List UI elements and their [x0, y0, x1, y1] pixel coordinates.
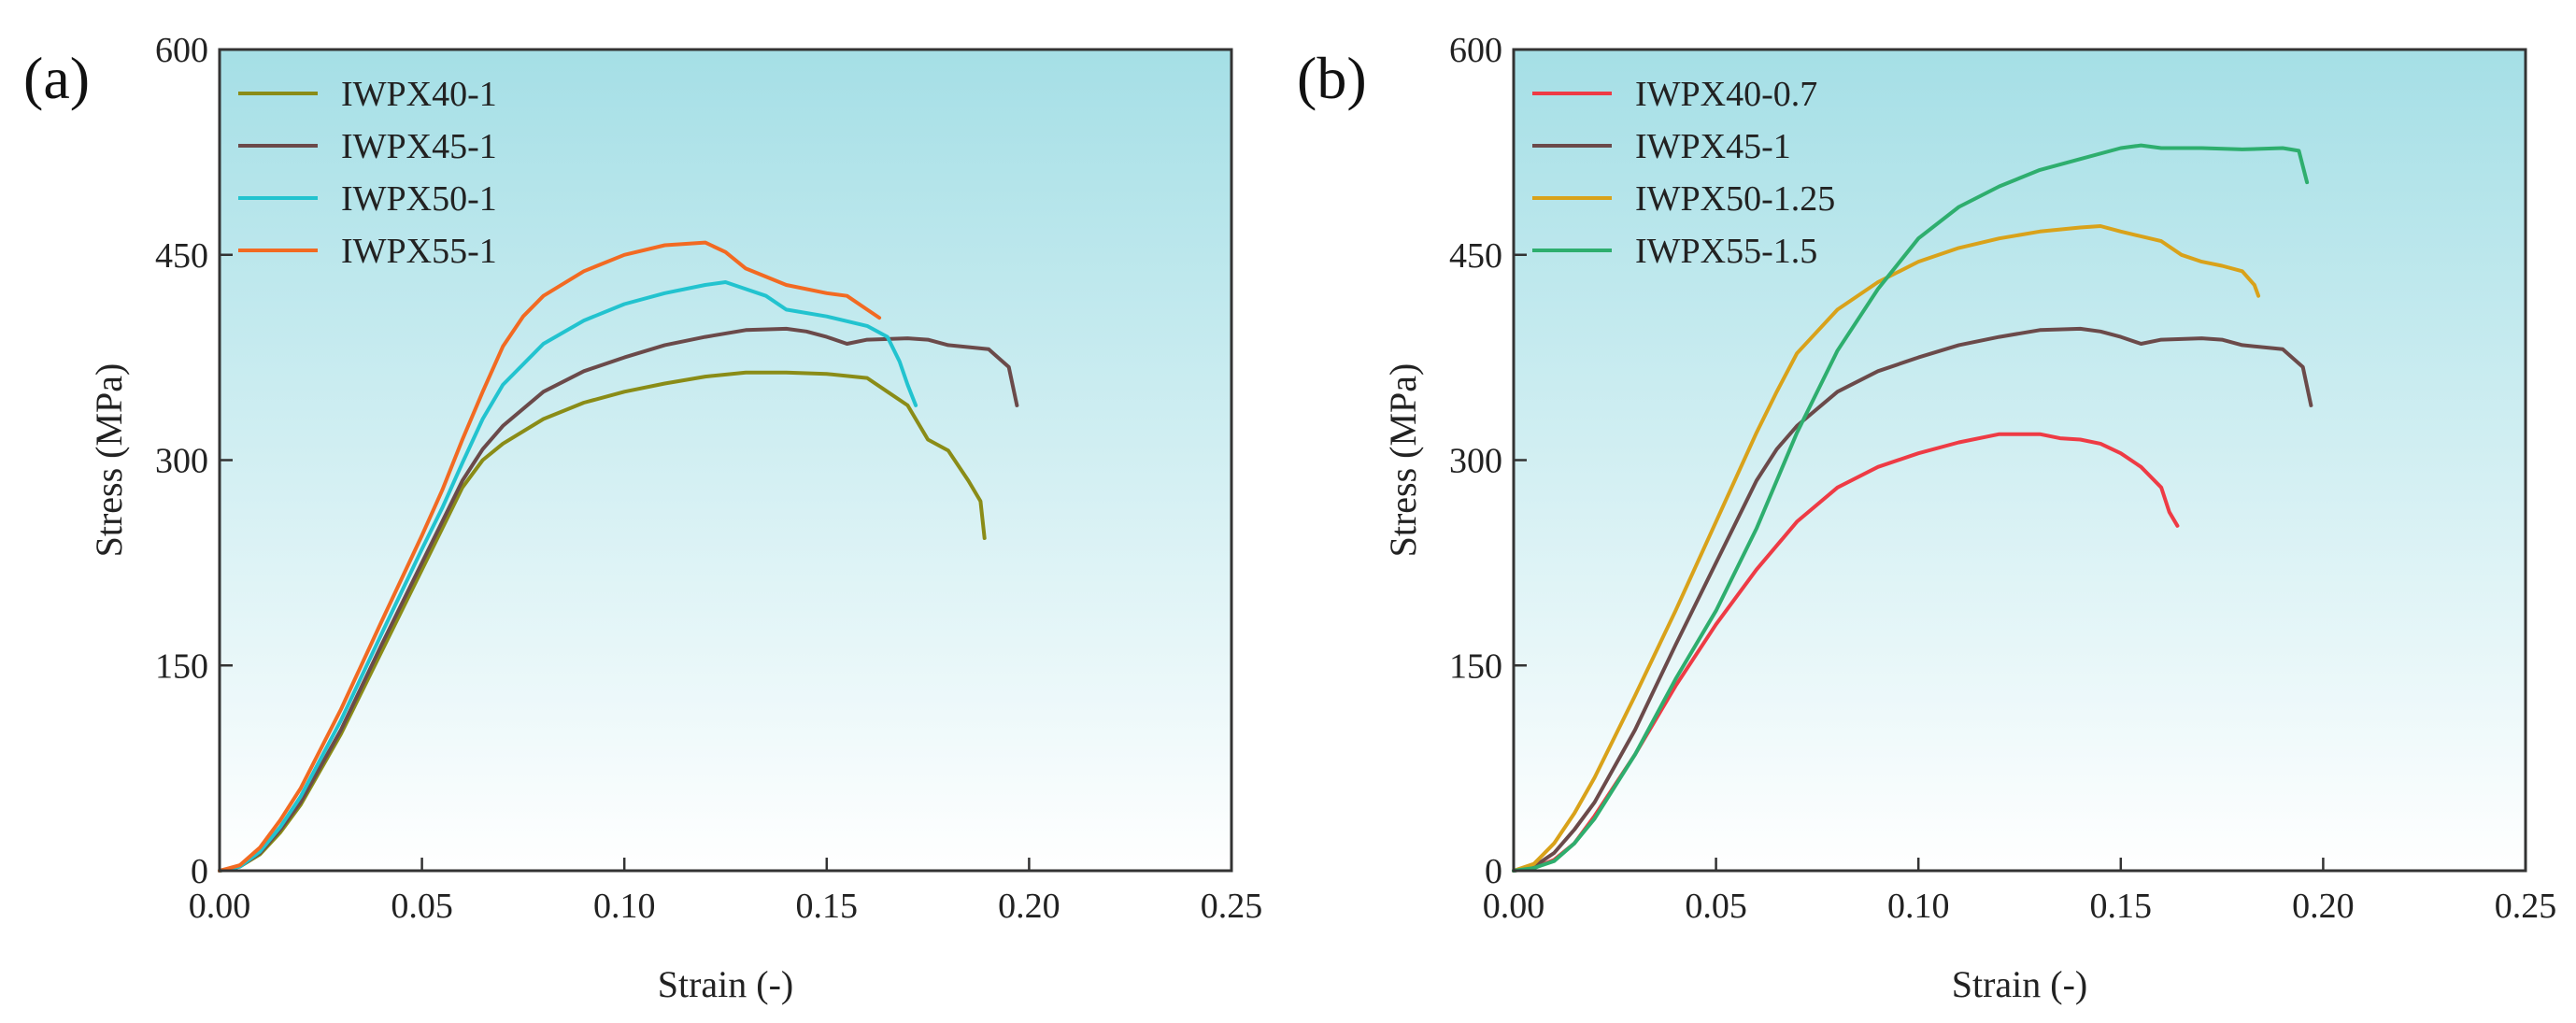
x-axis-title: Strain (-) [658, 963, 794, 1005]
y-tick-label: 600 [1449, 31, 1502, 70]
x-tick-label: 0.25 [2495, 887, 2557, 926]
x-tick-label: 0.00 [189, 887, 251, 926]
series-line-IWPX45-1 [218, 326, 1019, 873]
chart-panel-0: (a) 0 150 300 450 600 0.00 0.05 0.10 0.15 0.20 0.25… [23, 31, 1262, 1005]
chart-panel-1: (b) 0 150 300 450 600 0.00 0.05 0.10 0.15 0.20 0.25… [1297, 31, 2556, 1005]
x-tick-label: 0.05 [391, 887, 453, 926]
x-axis-title: Strain (-) [1952, 963, 2088, 1005]
plot-area [1514, 50, 2526, 871]
plot-frame [1512, 48, 2527, 873]
y-axis-title: Stress (MPa) [1382, 363, 1424, 558]
series-line-IWPX55-1 [218, 240, 882, 873]
x-tick-label: 0.25 [1201, 887, 1263, 926]
series-line-IWPX50-1.25 [1512, 224, 2261, 873]
x-tick-label: 0.05 [1685, 887, 1747, 926]
series-line-IWPX55-1.5 [1512, 143, 2310, 873]
y-tick-label: 150 [155, 646, 208, 686]
plot-area [220, 50, 1231, 871]
legend: IWPX40-1 IWPX45-1 IWPX50-1 IWPX55-1 [238, 75, 497, 271]
x-tick-label: 0.00 [1483, 887, 1545, 926]
x-tick-label: 0.15 [2090, 887, 2153, 926]
legend-label: IWPX55-1 [341, 232, 497, 271]
y-tick-label: 0 [191, 852, 208, 891]
x-tick-label: 0.15 [796, 887, 859, 926]
legend-label: IWPX40-1 [341, 75, 497, 114]
y-tick-label: 600 [155, 31, 208, 70]
plot-frame [218, 48, 1233, 873]
y-tick-label: 150 [1449, 646, 1502, 686]
x-tick-label: 0.20 [998, 887, 1060, 926]
legend-label: IWPX45-1 [1635, 127, 1791, 166]
y-tick-label: 450 [155, 236, 208, 276]
panel-label: (b) [1297, 45, 1367, 111]
legend-label: IWPX50-1 [341, 179, 497, 219]
y-tick-label: 300 [1449, 442, 1502, 481]
x-tick-label: 0.20 [2292, 887, 2355, 926]
legend-label: IWPX45-1 [341, 127, 497, 166]
series-line-IWPX45-1 [1512, 326, 2313, 873]
legend-label: IWPX40-0.7 [1635, 75, 1817, 114]
legend: IWPX40-0.7 IWPX45-1 IWPX50-1.25 IWPX55-1.5 [1532, 75, 1835, 271]
legend-label: IWPX55-1.5 [1635, 232, 1817, 271]
legend-label: IWPX50-1.25 [1635, 179, 1835, 219]
x-tick-label: 0.10 [593, 887, 656, 926]
y-axis-title: Stress (MPa) [88, 363, 130, 558]
panel-label: (a) [23, 45, 90, 111]
y-tick-label: 0 [1485, 852, 1502, 891]
y-tick-label: 450 [1449, 236, 1502, 276]
x-tick-label: 0.10 [1887, 887, 1950, 926]
y-tick-label: 300 [155, 442, 208, 481]
series-line-IWPX50-1 [218, 280, 918, 873]
